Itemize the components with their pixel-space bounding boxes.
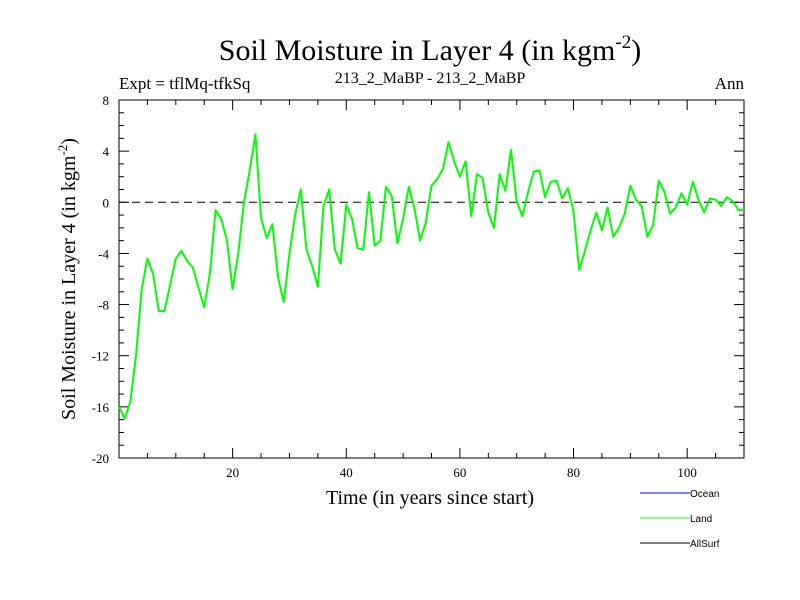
y-tick-label: 0 <box>103 195 110 210</box>
title-close-paren: ) <box>631 34 641 67</box>
y-axis-ticks <box>119 99 744 459</box>
plot-frame <box>118 99 745 459</box>
y-axis-label: Soil Moisture in Layer 4 (in kgm-2) <box>55 138 80 420</box>
y-tick-label: 8 <box>103 93 110 108</box>
x-axis-ticks <box>146 100 717 458</box>
series-line-land <box>118 133 744 420</box>
y-tick-label: -20 <box>92 451 109 466</box>
x-tick-label: 40 <box>340 465 353 480</box>
x-tick-label: 20 <box>226 465 239 480</box>
x-tick-label: 60 <box>453 465 466 480</box>
chart-title: Soil Moisture in Layer 4 (in kgm-2) <box>219 32 641 67</box>
y-tick-label: 4 <box>103 144 110 159</box>
y-tick-label: -8 <box>98 298 109 313</box>
x-axis-tick-labels: 20 40 60 80 100 <box>226 465 697 480</box>
y-label-superscript: -2 <box>55 145 70 156</box>
y-tick-label: -16 <box>92 400 110 415</box>
title-superscript: -2 <box>615 32 631 53</box>
run-label: 213_2_MaBP - 213_2_MaBP <box>335 70 526 87</box>
expt-label: Expt = tflMq-tfkSq <box>119 74 251 93</box>
y-tick-label: -12 <box>92 349 109 364</box>
title-main-text: Soil Moisture in Layer 4 (in kgm <box>219 34 616 67</box>
x-axis-label: Time (in years since start) <box>326 487 534 509</box>
season-label: Ann <box>715 74 745 93</box>
x-tick-label: 100 <box>677 465 697 480</box>
legend-label-land: Land <box>690 514 712 525</box>
legend-label-ocean: Ocean <box>690 489 719 500</box>
x-tick-label: 80 <box>567 465 580 480</box>
y-label-close-paren: ) <box>58 138 80 145</box>
y-label-main-text: Soil Moisture in Layer 4 (in kgm <box>58 155 80 420</box>
legend: Ocean Land AllSurf <box>640 489 720 550</box>
y-axis-tick-labels: 8 4 0 -4 -8 -12 -16 -20 <box>92 93 110 466</box>
legend-label-allsurf: AllSurf <box>690 539 720 550</box>
series-group <box>118 133 744 420</box>
y-tick-label: -4 <box>98 246 109 261</box>
